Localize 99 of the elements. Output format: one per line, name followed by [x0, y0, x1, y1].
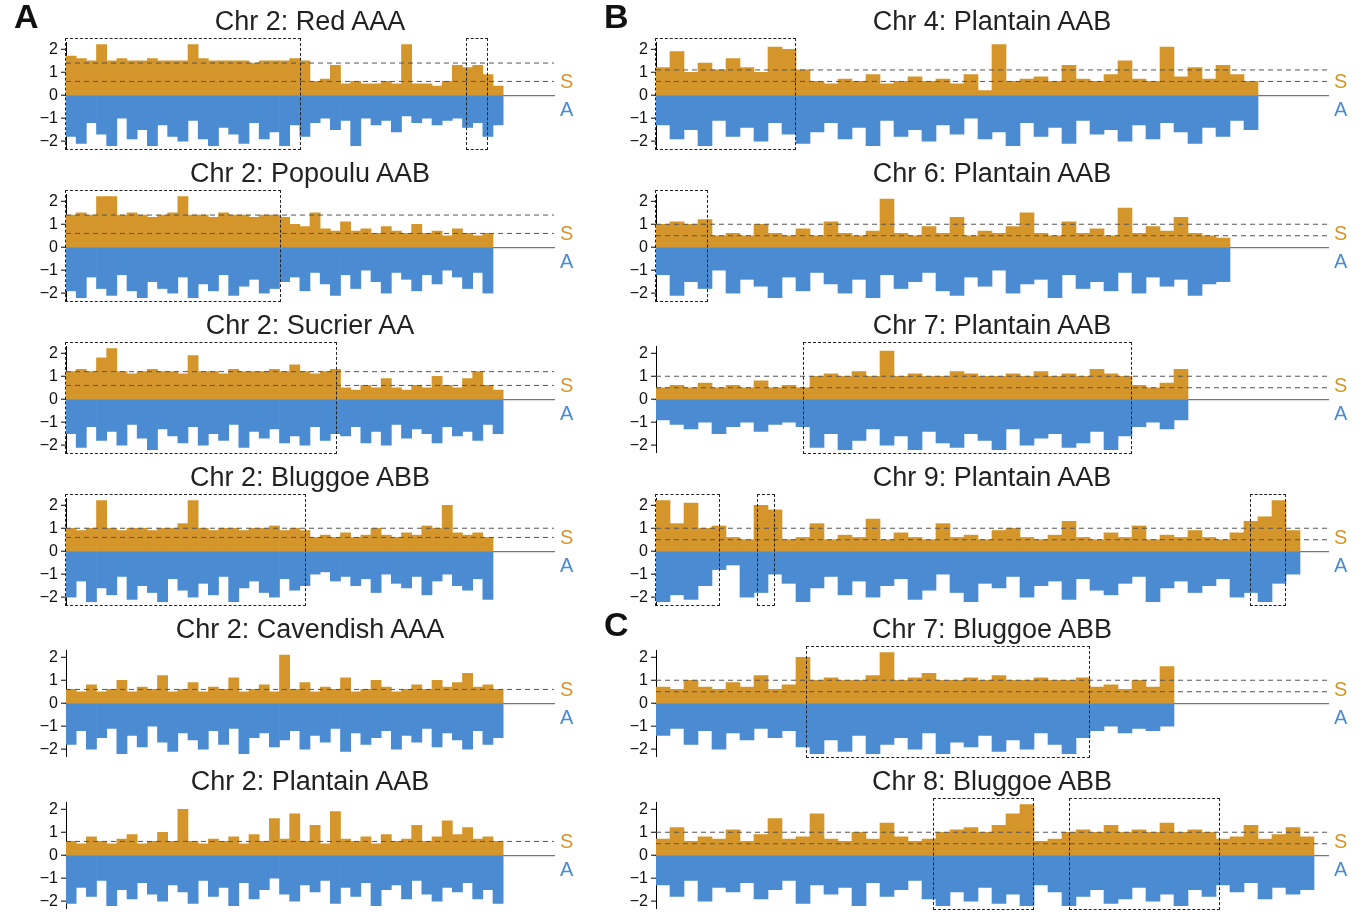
chart-title: Chr 4: Plantain AAB [872, 5, 1112, 36]
chart-title: Chr 2: Cavendish AAA [175, 613, 445, 644]
text: A [560, 857, 574, 880]
chart-title: Chr 7: Plantain AAB [872, 309, 1112, 340]
y-tick-label: 0 [639, 85, 649, 103]
chart-title: Chr 2: Plantain AAB [190, 765, 430, 796]
y-tick-label: −1 [629, 108, 649, 126]
text: A [1334, 705, 1348, 728]
y-tick-label: 2 [639, 39, 649, 57]
y-tick-label: 2 [639, 799, 649, 817]
y-tick-label: 0 [639, 845, 649, 863]
text: A [1334, 249, 1348, 272]
chart-title: Chr 9: Plantain AAB [872, 461, 1112, 492]
text: A [1334, 97, 1348, 120]
text: S [1334, 221, 1348, 244]
y-tick-label: −1 [39, 260, 59, 278]
y-tick-label: 1 [639, 62, 649, 80]
y-tick-label: −1 [629, 716, 649, 734]
y-tick-label: 0 [49, 541, 59, 559]
chart-title: Chr 7: Bluggoe ABB [871, 613, 1113, 644]
text: A [1334, 401, 1348, 424]
y-tick-label: 0 [639, 693, 649, 711]
y-tick-label: 1 [49, 214, 59, 232]
y-tick-label: 2 [49, 39, 59, 57]
y-tick-label: −1 [39, 108, 59, 126]
y-tick-label: −1 [39, 868, 59, 886]
y-tick-label: 2 [639, 191, 649, 209]
y-tick-label: 1 [49, 62, 59, 80]
y-tick-label: 1 [49, 822, 59, 840]
y-tick-label: −1 [39, 564, 59, 582]
y-tick-label: 2 [49, 495, 59, 513]
y-tick-label: 2 [49, 799, 59, 817]
series-label: S [1334, 829, 1348, 852]
y-tick-label: −2 [39, 131, 59, 149]
text: S [1334, 677, 1348, 700]
text: S [1334, 373, 1348, 396]
y-tick-label: 2 [49, 647, 59, 665]
text: A [560, 249, 574, 272]
text: A [560, 401, 574, 424]
text: C [604, 605, 629, 644]
y-tick-label: 0 [49, 693, 59, 711]
y-tick-label: −2 [39, 891, 59, 909]
y-tick-label: −2 [39, 587, 59, 605]
y-tick-label: −2 [629, 435, 649, 453]
y-tick-label: 2 [639, 495, 649, 513]
text: A [560, 97, 574, 120]
y-tick-label: −2 [39, 283, 59, 301]
y-tick-label: −2 [629, 587, 649, 605]
y-tick-label: 0 [49, 85, 59, 103]
y-tick-label: −1 [39, 412, 59, 430]
chart-title: Chr 2: Red AAA [214, 5, 406, 36]
y-tick-label: 2 [49, 343, 59, 361]
text: A [560, 705, 574, 728]
y-tick-label: −2 [629, 283, 649, 301]
series-label: S [1334, 525, 1348, 548]
y-tick-label: 1 [49, 518, 59, 536]
chart-title: Chr 6: Plantain AAB [872, 157, 1112, 188]
chart-title: Chr 2: Sucrier AA [205, 309, 415, 340]
y-tick-label: 0 [49, 845, 59, 863]
y-tick-label: 0 [639, 541, 649, 559]
y-tick-label: 0 [49, 237, 59, 255]
y-tick-label: 1 [639, 670, 649, 688]
y-tick-label: −2 [39, 435, 59, 453]
text: A [560, 553, 574, 576]
y-tick-label: 0 [639, 389, 649, 407]
text: S [560, 829, 574, 852]
series-label: A [1334, 857, 1348, 880]
y-tick-label: −1 [629, 868, 649, 886]
y-tick-label: −2 [629, 131, 649, 149]
y-tick-label: −1 [629, 564, 649, 582]
y-tick-label: 1 [639, 518, 649, 536]
y-tick-label: −2 [629, 891, 649, 909]
y-tick-label: −1 [39, 716, 59, 734]
chart-title: Chr 2: Popoulu AAB [189, 157, 431, 188]
series-label: A [1334, 553, 1348, 576]
chart-title: Chr 8: Bluggoe ABB [871, 765, 1113, 796]
text: S [560, 525, 574, 548]
y-tick-label: −1 [629, 412, 649, 430]
text: A [14, 0, 39, 36]
y-tick-label: 1 [639, 366, 649, 384]
text: S [1334, 69, 1348, 92]
chart-title: Chr 2: Bluggoe ABB [189, 461, 431, 492]
y-tick-label: 1 [49, 366, 59, 384]
text: S [560, 677, 574, 700]
text: S [560, 373, 574, 396]
text: S [560, 69, 574, 92]
y-tick-label: 1 [639, 214, 649, 232]
text: B [604, 0, 629, 36]
y-tick-label: 1 [639, 822, 649, 840]
y-tick-label: 2 [49, 191, 59, 209]
y-tick-label: 2 [639, 343, 649, 361]
y-tick-label: −2 [39, 739, 59, 757]
y-tick-label: 2 [639, 647, 649, 665]
y-tick-label: −2 [629, 739, 649, 757]
y-tick-label: 0 [639, 237, 649, 255]
y-tick-label: −1 [629, 260, 649, 278]
text: S [560, 221, 574, 244]
y-tick-label: 1 [49, 670, 59, 688]
y-tick-label: 0 [49, 389, 59, 407]
